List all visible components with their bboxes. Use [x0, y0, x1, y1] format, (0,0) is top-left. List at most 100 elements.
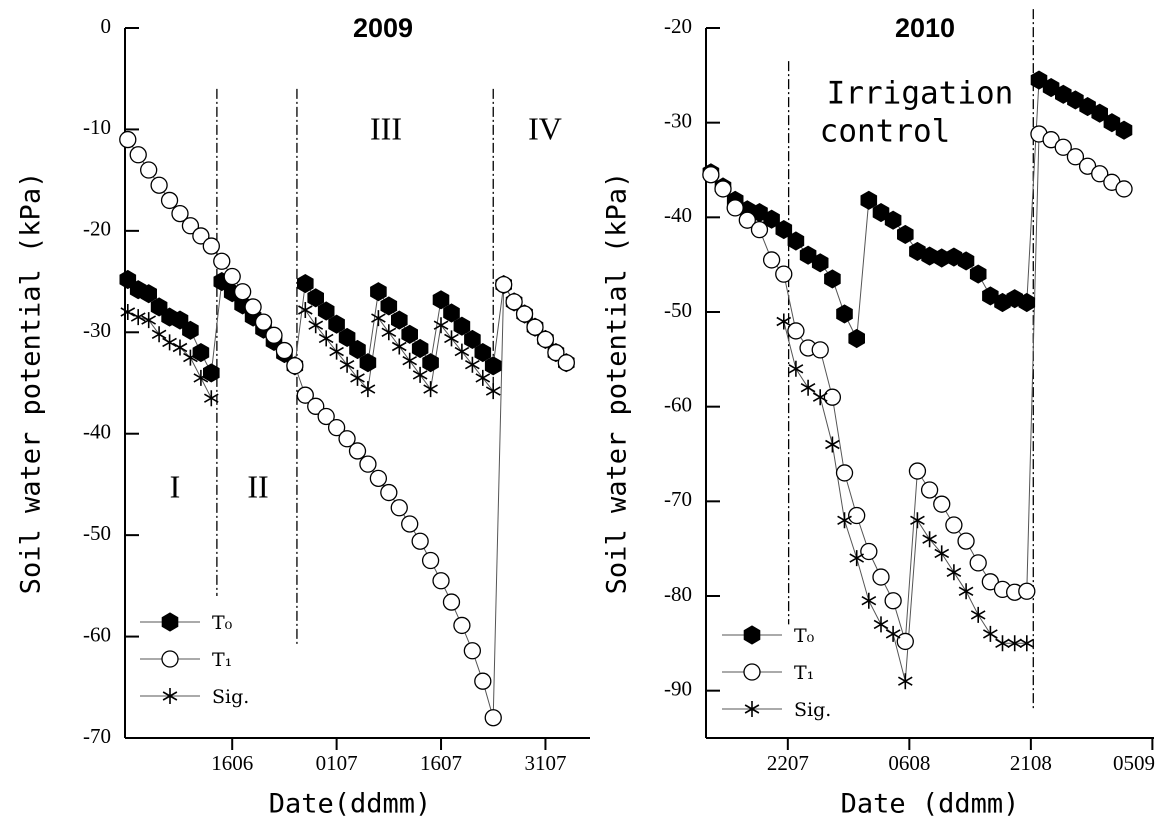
- marker-asterisk: [885, 625, 901, 642]
- marker-circle: [286, 357, 304, 375]
- marker-asterisk: [371, 310, 386, 327]
- marker-circle: [505, 293, 523, 311]
- marker-asterisk: [995, 635, 1010, 652]
- y-tick-label: -60: [83, 622, 111, 646]
- y-tick-label: -50: [664, 298, 692, 322]
- marker-hexagon: [836, 304, 853, 324]
- marker-circle: [244, 298, 262, 316]
- series-line: [710, 133, 1125, 642]
- marker-hexagon: [1067, 90, 1084, 110]
- marker-hexagon: [474, 343, 492, 363]
- marker-asterisk: [958, 583, 974, 600]
- marker-asterisk: [172, 339, 188, 356]
- marker-asterisk: [391, 338, 407, 355]
- marker-hexagon: [422, 353, 439, 373]
- legend-label: T₀: [212, 612, 233, 634]
- marker-circle: [401, 515, 419, 533]
- legend-marker: [743, 663, 761, 681]
- marker-circle: [265, 326, 283, 344]
- marker-asterisk: [381, 324, 397, 341]
- marker-circle: [317, 407, 335, 426]
- marker-circle: [442, 593, 461, 611]
- marker-circle: [726, 199, 744, 217]
- marker-circle: [896, 632, 914, 651]
- marker-circle: [380, 483, 398, 502]
- marker-hexagon: [484, 356, 502, 376]
- y-tick-label: -80: [664, 582, 692, 606]
- marker-circle: [835, 464, 854, 482]
- marker-circle: [787, 322, 805, 340]
- marker-circle: [192, 227, 210, 245]
- marker-circle: [390, 499, 408, 517]
- marker-circle: [150, 176, 168, 194]
- marker-circle: [811, 341, 829, 359]
- marker-circle: [432, 572, 450, 590]
- marker-hexagon: [338, 327, 356, 347]
- marker-asterisk: [812, 389, 828, 406]
- marker-asterisk: [897, 673, 913, 690]
- marker-hexagon: [787, 231, 805, 251]
- x-tick-label: 0608: [888, 751, 930, 775]
- marker-circle: [129, 146, 147, 164]
- marker-hexagon: [969, 264, 987, 284]
- marker-asterisk: [970, 606, 986, 623]
- annotation: IV: [528, 110, 562, 146]
- marker-circle: [860, 542, 878, 561]
- marker-circle: [714, 180, 732, 198]
- marker-circle: [1091, 165, 1109, 183]
- marker-asterisk: [946, 564, 962, 581]
- marker-asterisk: [183, 349, 198, 366]
- marker-circle: [1066, 148, 1085, 166]
- legend-marker: [161, 612, 179, 632]
- chart-title: 2009: [353, 13, 413, 43]
- marker-asterisk: [485, 383, 501, 400]
- marker-hexagon: [763, 209, 780, 229]
- marker-hexagon: [957, 251, 975, 271]
- marker-circle: [515, 305, 534, 323]
- legend-label: Sig.: [794, 699, 831, 721]
- x-tick-label: 0509: [1113, 751, 1155, 775]
- marker-hexagon: [359, 353, 377, 373]
- marker-asterisk: [339, 356, 355, 373]
- marker-circle: [213, 252, 231, 270]
- marker-circle: [884, 592, 902, 610]
- marker-circle: [119, 130, 137, 149]
- marker-hexagon: [401, 324, 418, 344]
- marker-circle: [474, 672, 492, 690]
- marker-circle: [348, 442, 367, 460]
- marker-hexagon: [297, 274, 314, 294]
- marker-asterisk: [444, 330, 459, 347]
- y-tick-label: -20: [83, 217, 111, 241]
- marker-circle: [411, 532, 429, 550]
- marker-circle: [908, 462, 927, 480]
- marker-asterisk: [151, 326, 167, 343]
- marker-asterisk: [788, 360, 804, 377]
- marker-hexagon: [860, 190, 878, 210]
- y-tick-label: -10: [83, 115, 111, 139]
- marker-hexagon: [453, 316, 471, 336]
- marker-hexagon: [411, 338, 429, 359]
- marker-circle: [327, 418, 346, 437]
- marker-hexagon: [1091, 103, 1108, 123]
- y-axis-label: Soil water potential (kPa): [602, 172, 633, 595]
- marker-circle: [750, 220, 769, 239]
- marker-hexagon: [328, 314, 345, 334]
- marker-circle: [359, 455, 377, 473]
- marker-asterisk: [1007, 635, 1022, 652]
- marker-circle: [848, 506, 866, 525]
- marker-circle: [547, 343, 565, 362]
- marker-hexagon: [317, 301, 335, 321]
- marker-circle: [369, 469, 388, 487]
- marker-circle: [140, 161, 158, 179]
- marker-asterisk: [825, 436, 840, 453]
- marker-asterisk: [423, 381, 438, 398]
- marker-hexagon: [203, 363, 220, 383]
- marker-circle: [933, 495, 951, 513]
- x-tick-label: 2207: [767, 751, 809, 775]
- y-tick-label: -50: [83, 521, 111, 545]
- annotation: I: [170, 468, 181, 504]
- marker-hexagon: [140, 284, 157, 304]
- marker-asterisk: [837, 512, 852, 529]
- chart-title: 2010: [895, 13, 955, 43]
- marker-circle: [738, 211, 756, 229]
